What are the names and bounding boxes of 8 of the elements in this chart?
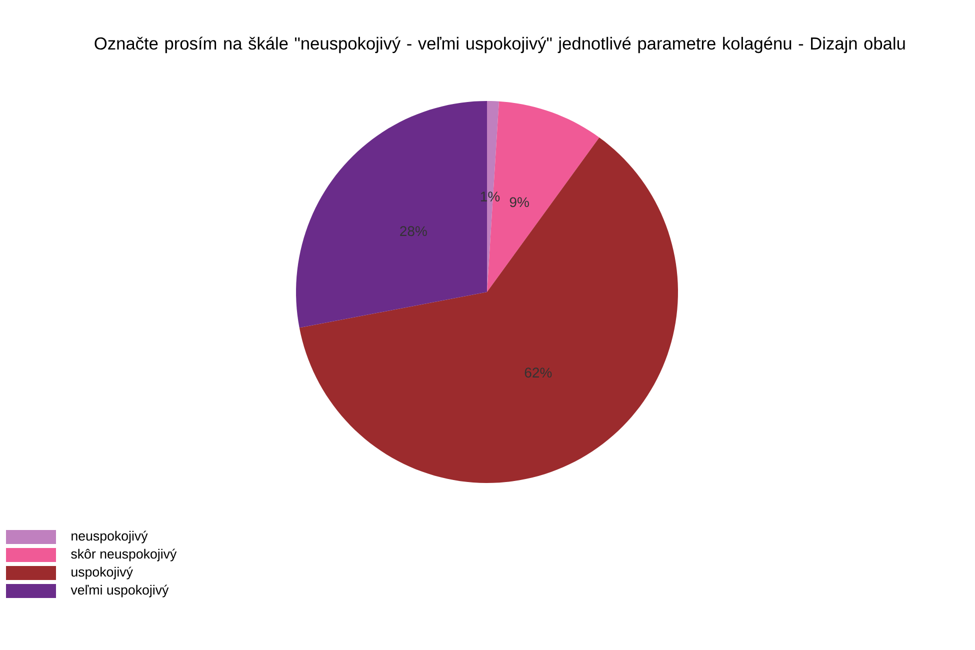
legend-label: neuspokojivý — [72, 530, 148, 544]
data-label: 62% — [524, 368, 552, 378]
legend-label: skôr neuspokojivý — [71, 548, 177, 562]
data-label: 28% — [400, 226, 427, 236]
legend-label: veľmi uspokojivý — [70, 584, 169, 598]
legend-label: uspokojivý — [72, 566, 133, 580]
chart-title: Označte prosím na škále "neuspokojivý - veľmi uspokojivý" jednotlivé parametre kolagénu - Dizajn obalu — [94, 36, 905, 54]
data-label: 9% — [510, 197, 529, 208]
